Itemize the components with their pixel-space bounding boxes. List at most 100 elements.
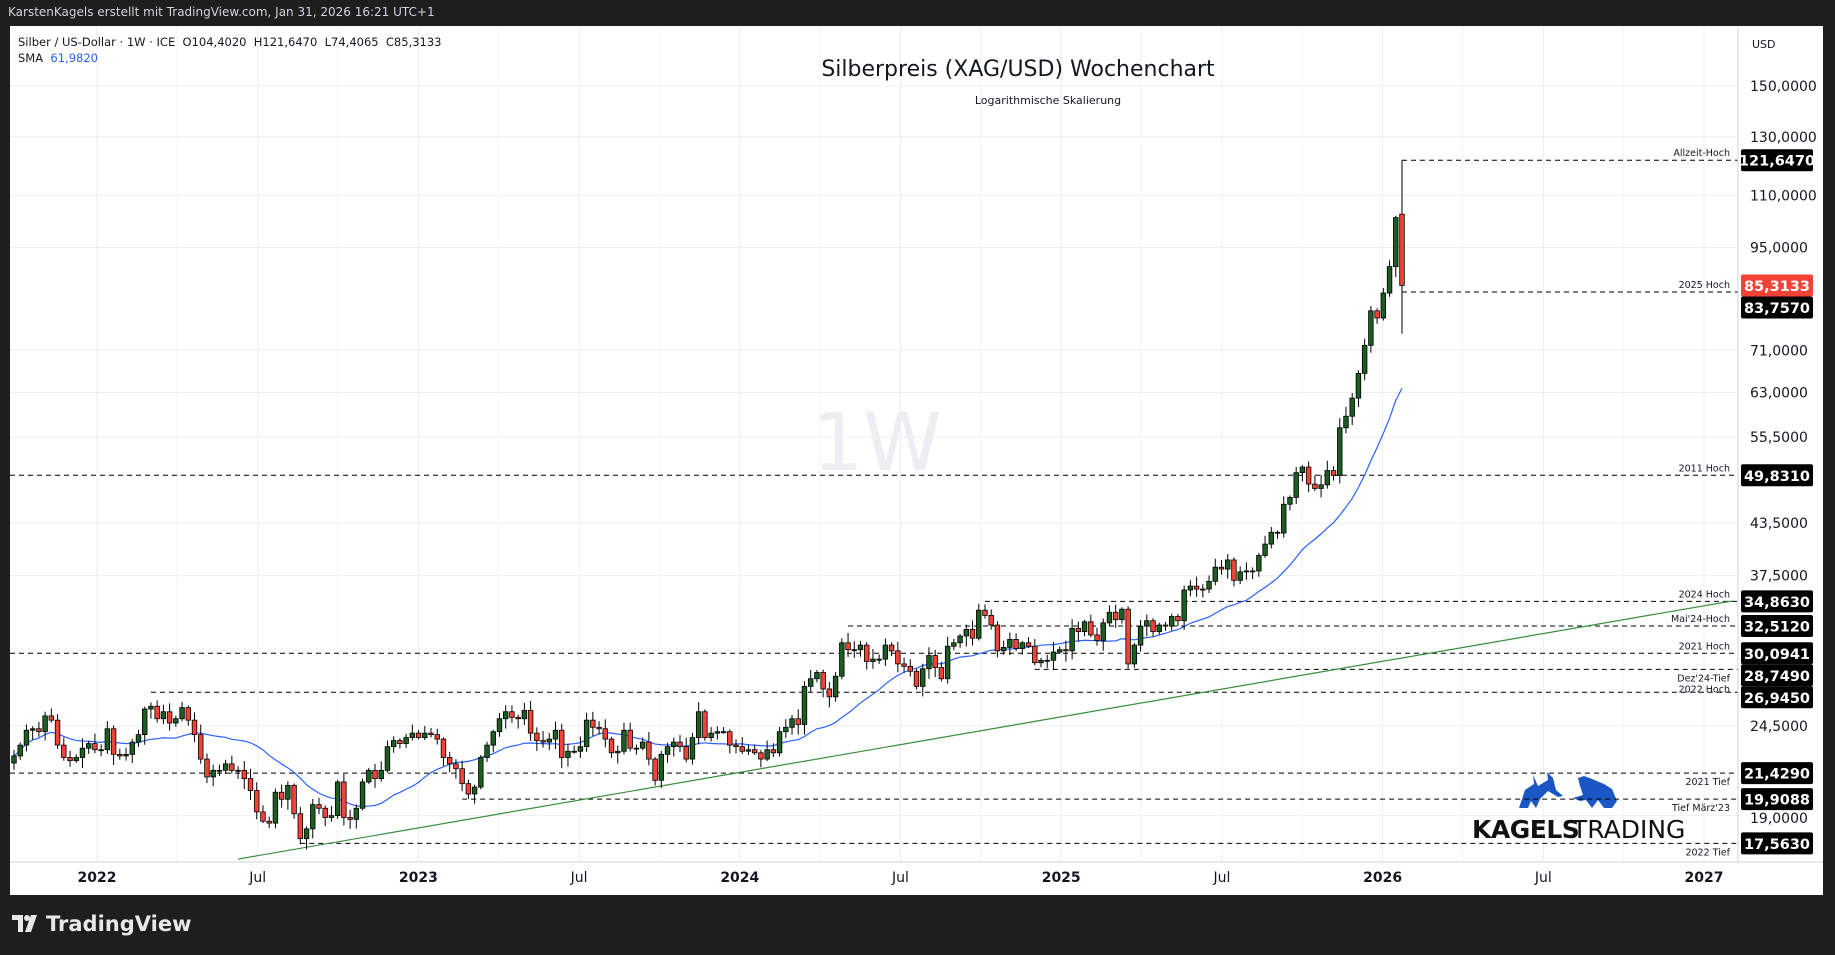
- candle-body-up: [1212, 566, 1218, 582]
- candle: [994, 621, 1001, 658]
- candle: [1013, 633, 1019, 652]
- price-box-bg: [1741, 464, 1813, 487]
- chart-subtitle: Logarithmische Skalierung: [975, 94, 1121, 107]
- candle: [446, 751, 453, 773]
- candle-body-down: [397, 740, 403, 744]
- candle-body-up: [565, 750, 571, 758]
- candle-body-down: [994, 624, 1001, 652]
- candle-body-down: [596, 726, 602, 730]
- candle: [1268, 527, 1274, 549]
- candle: [372, 763, 378, 788]
- candle: [1218, 560, 1225, 575]
- candle: [671, 737, 677, 757]
- candle-body-up: [807, 678, 814, 687]
- candle-body-up: [1056, 649, 1063, 653]
- level-label: 2024 Hoch: [1679, 589, 1730, 600]
- candle: [633, 744, 640, 755]
- candle-body-up: [1100, 622, 1106, 641]
- candle-body-up: [1318, 484, 1324, 489]
- candle-body-up: [1081, 621, 1088, 632]
- tradingview-logo[interactable]: TradingView: [12, 912, 191, 936]
- candle: [42, 711, 48, 741]
- price-label-box: 17,5630: [1741, 832, 1813, 855]
- candle: [29, 726, 36, 740]
- candle-body-up: [42, 715, 48, 733]
- ohlc-open: O104,4020: [182, 35, 247, 49]
- candle-body-down: [515, 716, 521, 720]
- candle: [303, 826, 310, 850]
- candle-body-up: [1119, 608, 1125, 621]
- candle-body-up: [235, 769, 241, 772]
- price-box-text: 85,3133: [1744, 279, 1810, 295]
- candle-body-down: [509, 711, 515, 718]
- candle-body-up: [1137, 625, 1144, 646]
- price-box-text: 34,8630: [1744, 595, 1810, 611]
- candle: [1305, 461, 1312, 493]
- kagels-trading-logo: KAGELS TRADING: [1472, 772, 1685, 844]
- candle: [913, 668, 920, 690]
- candle: [1393, 215, 1399, 278]
- candle-body-up: [179, 707, 185, 720]
- candle-body-down: [1094, 634, 1100, 641]
- candle-body-up: [85, 743, 92, 749]
- price-label-box: 49,8310: [1741, 464, 1813, 487]
- sma-line: [13, 387, 1403, 808]
- candle-body-up: [521, 709, 528, 720]
- candle-body-up: [1069, 627, 1075, 652]
- candle-body-down: [185, 707, 191, 721]
- candle-body-down: [540, 740, 546, 743]
- candle: [1343, 406, 1349, 434]
- candle: [745, 744, 752, 756]
- price-box-bg: [1741, 832, 1813, 855]
- candle-body-up: [384, 746, 391, 771]
- candle-body-up: [720, 731, 727, 734]
- candle-body-up: [1007, 639, 1013, 648]
- candle: [801, 681, 808, 735]
- level-label: Mai'24-Hoch: [1671, 614, 1730, 625]
- candle: [98, 744, 104, 757]
- candle-body-up: [17, 744, 23, 757]
- price-label-box: 32,5120: [1741, 614, 1813, 637]
- candle-body-down: [1193, 585, 1200, 590]
- price-box-bg: [1741, 614, 1813, 637]
- candle-body-up: [963, 628, 970, 637]
- candle: [1361, 338, 1368, 381]
- candle-body-up: [98, 749, 104, 752]
- candle: [770, 743, 777, 758]
- candle: [1144, 614, 1150, 637]
- candle: [583, 712, 590, 752]
- level-label: Allzeit-Hoch: [1673, 148, 1730, 159]
- candle-body-up: [222, 763, 229, 771]
- candle-body-down: [260, 811, 266, 822]
- candle-body-up: [79, 747, 86, 758]
- candle: [1287, 495, 1293, 511]
- time-tick-label: 2027: [1685, 870, 1724, 886]
- chart-panel[interactable]: [10, 26, 1823, 895]
- candle-body-down: [1075, 627, 1082, 632]
- candle-body-down: [1063, 649, 1069, 652]
- price-label-box: 26,9450: [1741, 686, 1813, 709]
- candle: [1299, 465, 1306, 482]
- candle-body-down: [969, 628, 976, 639]
- price-label-box: 21,4290: [1741, 762, 1813, 785]
- time-tick-label: 2025: [1042, 870, 1081, 886]
- candle: [247, 768, 254, 801]
- candle: [23, 724, 30, 752]
- candle: [1399, 160, 1405, 334]
- candle: [895, 641, 901, 673]
- candle-body-up: [1131, 644, 1138, 665]
- candle-body-down: [191, 719, 198, 736]
- candle: [615, 745, 621, 764]
- time-tick-label: Jul: [1534, 870, 1552, 886]
- candle: [260, 805, 266, 824]
- candle: [204, 753, 210, 784]
- candle-body-down: [1175, 616, 1181, 622]
- sma-line[interactable]: SMA 61,9820: [18, 50, 442, 66]
- candle: [278, 784, 285, 808]
- candle-body-down: [982, 609, 988, 616]
- candle: [1000, 640, 1007, 655]
- candle-body-up: [1200, 588, 1206, 591]
- candle: [191, 712, 198, 743]
- candle: [390, 736, 397, 753]
